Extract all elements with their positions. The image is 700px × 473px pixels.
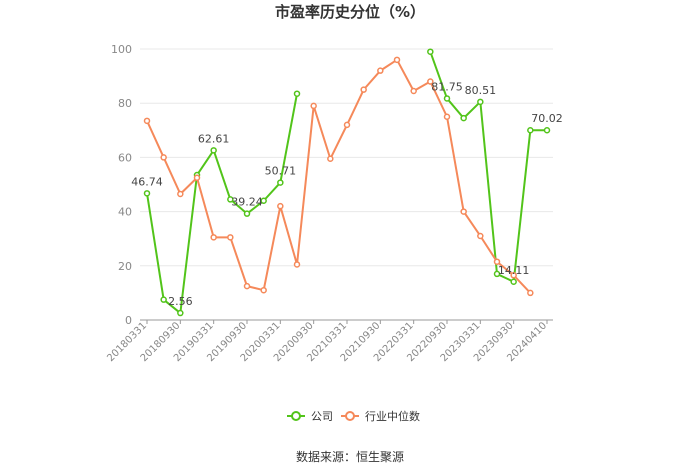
data-label: 39.24 bbox=[231, 196, 263, 209]
data-label: 46.74 bbox=[131, 175, 163, 188]
data-point-industry-median bbox=[260, 286, 267, 294]
y-tick-label: 60 bbox=[118, 151, 132, 164]
data-point-industry-median bbox=[277, 202, 284, 210]
data-point-company bbox=[510, 278, 517, 286]
y-tick-label: 100 bbox=[111, 43, 132, 56]
legend-company-label: 公司 bbox=[311, 410, 333, 423]
data-point-industry-median bbox=[143, 117, 151, 125]
data-point-industry-median bbox=[243, 282, 251, 290]
data-point-company bbox=[460, 114, 467, 122]
data-point-company bbox=[543, 126, 551, 134]
data-point-industry-median bbox=[477, 232, 484, 240]
data-point-industry-median bbox=[443, 113, 451, 120]
data-point-industry-median bbox=[160, 154, 167, 161]
data-point-industry-median bbox=[377, 67, 384, 74]
data-label: 2.56 bbox=[168, 295, 193, 308]
data-label: 50.71 bbox=[265, 165, 297, 178]
data-point-company bbox=[227, 196, 234, 203]
data-point-company bbox=[260, 197, 267, 205]
data-point-company bbox=[143, 190, 151, 197]
data-point-company bbox=[427, 48, 434, 55]
data-label: 81.75 bbox=[431, 80, 463, 93]
series-line-company bbox=[429, 51, 547, 283]
series-line-industry-median bbox=[146, 58, 532, 294]
legend-company-marker bbox=[291, 411, 301, 421]
data-point-industry-median bbox=[193, 174, 201, 181]
data-point-industry-median bbox=[527, 289, 534, 297]
data-point-company bbox=[243, 210, 251, 217]
data-point-company bbox=[177, 309, 184, 317]
data-point-industry-median bbox=[427, 78, 434, 85]
data-point-company bbox=[477, 98, 484, 106]
data-point-industry-median bbox=[327, 155, 334, 163]
data-point-industry-median bbox=[210, 234, 217, 241]
data-point-company bbox=[443, 95, 451, 102]
data-label-layer: 46.74 2.56 62.61 39.24 50.71 81.75 80.51 14.11 7… bbox=[131, 80, 563, 308]
y-tick-label: 40 bbox=[118, 206, 132, 219]
data-point-company bbox=[493, 270, 501, 278]
data-label: 80.51 bbox=[465, 84, 497, 97]
data-point-company bbox=[527, 126, 534, 134]
data-point-industry-median bbox=[360, 86, 367, 93]
data-label: 70.02 bbox=[531, 112, 563, 125]
legend-industry-label: 行业中位数 bbox=[365, 409, 420, 423]
data-source: 数据来源：恒生聚源 bbox=[296, 449, 404, 464]
legend-industry-marker bbox=[345, 411, 355, 421]
y-tick-label: 80 bbox=[118, 97, 132, 110]
legend-item-industry-median[interactable]: 行业中位数 bbox=[341, 409, 420, 423]
y-tick-label: 0 bbox=[125, 314, 132, 327]
chart-title: 市盈率历史分位（%） bbox=[275, 3, 425, 21]
data-point-industry-median bbox=[227, 234, 234, 241]
y-tick-label: 20 bbox=[118, 260, 132, 273]
data-point-industry-median bbox=[510, 272, 517, 279]
data-point-industry-median bbox=[393, 56, 401, 64]
data-point-industry-median bbox=[343, 121, 351, 129]
data-point-industry-median bbox=[460, 208, 467, 215]
data-label: 14.11 bbox=[498, 264, 530, 277]
data-point-industry-median bbox=[493, 258, 501, 265]
data-point-industry-median bbox=[410, 87, 417, 95]
data-point-company bbox=[277, 179, 284, 186]
data-point-industry-median bbox=[310, 102, 317, 110]
data-label: 62.61 bbox=[198, 132, 230, 145]
data-point-industry-median bbox=[293, 261, 301, 268]
data-point-company bbox=[160, 296, 167, 303]
legend-item-company[interactable]: 公司 bbox=[287, 410, 333, 423]
series-line-company bbox=[146, 93, 298, 315]
data-point-company bbox=[293, 90, 301, 97]
grid-layer bbox=[140, 48, 553, 267]
data-point-company bbox=[210, 147, 217, 154]
series-layer bbox=[143, 48, 551, 317]
data-point-industry-median bbox=[177, 190, 184, 198]
legend: 公司 行业中位数 bbox=[287, 409, 420, 423]
